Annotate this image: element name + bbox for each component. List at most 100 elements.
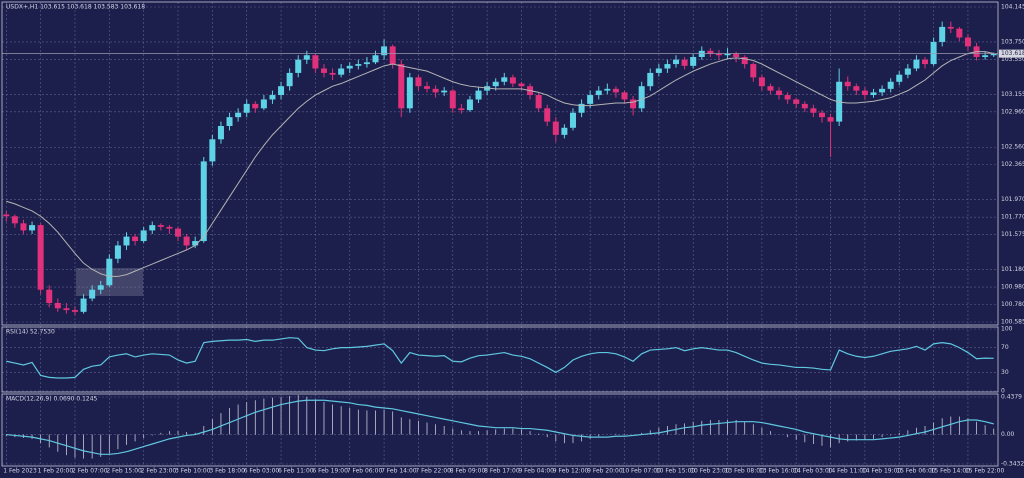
candle-body: [114, 245, 121, 259]
candle-body: [664, 64, 671, 69]
x-tick-label: 6 Feb 11:00: [278, 468, 314, 475]
y-tick-label: 101.970: [1001, 196, 1024, 203]
candle-body: [793, 99, 800, 104]
candle-body: [913, 59, 920, 69]
candle-body: [226, 117, 233, 127]
macd-panel-frame: [1, 393, 999, 467]
x-tick-label: 8 Feb 09:00: [450, 468, 486, 475]
x-tick-label: 8 Feb 17:00: [484, 468, 520, 475]
x-tick-label: 9 Feb 20:00: [587, 468, 623, 475]
candle-body: [320, 68, 327, 73]
x-tick-label: 14 Feb 03:00: [793, 468, 833, 475]
candle-body: [518, 83, 525, 87]
candle-body: [887, 81, 894, 89]
candle-body: [3, 214, 10, 217]
candle-body: [303, 55, 310, 60]
y-tick-label: 70: [1001, 344, 1009, 351]
x-tick-label: 6 Feb 03:00: [244, 468, 280, 475]
candle-body: [544, 108, 551, 122]
candle-body: [715, 53, 722, 56]
y-tick-label: 103.750: [1001, 38, 1024, 45]
y-tick-label: 103.155: [1001, 91, 1024, 98]
rsi-title: RSI(14) 52.7530: [6, 329, 55, 336]
y-tick-label: -0.3432: [1001, 461, 1024, 468]
x-tick-label: 13 Feb 08:00: [725, 468, 765, 475]
candle-body: [578, 103, 585, 113]
x-tick-label: 2 Feb 23:00: [141, 468, 177, 475]
candle-body: [363, 62, 370, 65]
candle-body: [612, 88, 619, 93]
candle-body: [475, 90, 482, 100]
candle-body: [939, 26, 946, 42]
candle-body: [655, 68, 662, 73]
candle-body: [879, 88, 886, 93]
candle-body: [123, 236, 130, 246]
candle-body: [870, 92, 877, 96]
candle-body: [604, 88, 611, 91]
candle-body: [149, 225, 156, 231]
x-tick-label: 15 Feb 22:00: [965, 468, 1005, 475]
candle-body: [312, 55, 319, 69]
candle-body: [381, 46, 388, 56]
candle-body: [956, 28, 963, 38]
y-tick-label: 100.585: [1001, 319, 1024, 326]
x-tick-label: 3 Feb 10:00: [175, 468, 211, 475]
candle-body: [767, 86, 774, 91]
candle-body: [424, 86, 431, 89]
candle-body: [415, 77, 422, 87]
y-tick-label: 30: [1001, 369, 1009, 376]
y-tick-label: 101.770: [1001, 214, 1024, 221]
candle-body: [638, 86, 645, 109]
candle-body: [853, 86, 860, 91]
marks-layer: [2, 21, 998, 459]
candle-body: [398, 64, 405, 109]
candle-body: [784, 95, 791, 100]
candle-body: [922, 59, 929, 65]
y-tick-label: 100: [1001, 326, 1013, 333]
candle-body: [509, 77, 516, 84]
y-tick-label: 101.180: [1001, 266, 1024, 273]
y-tick-label: 104.145: [1001, 4, 1024, 11]
candle-body: [741, 56, 748, 65]
candle-body: [982, 55, 989, 57]
candle-body: [355, 64, 362, 66]
x-tick-label: 7 Feb 14:00: [381, 468, 417, 475]
candle-body: [200, 161, 207, 242]
candle-body: [243, 103, 250, 113]
x-tick-label: 13 Feb 16:00: [759, 468, 799, 475]
candle-body: [192, 241, 199, 246]
candle-body: [209, 139, 216, 162]
candle-body: [750, 64, 757, 78]
x-tick-label: 2 Feb 07:00: [72, 468, 108, 475]
signal-line: [6, 399, 994, 455]
x-tick-label: 15 Feb 14:00: [931, 468, 971, 475]
macd-title: MACD(12,26,9) 0.0690 0.1245: [6, 396, 98, 403]
candle-body: [587, 95, 594, 104]
rsi-line: [6, 337, 994, 379]
candle-body: [535, 95, 542, 109]
candle-body: [896, 74, 903, 82]
candle-body: [707, 50, 714, 54]
last-price-label: 103.618: [1001, 50, 1024, 57]
candle-body: [132, 236, 139, 242]
candle-body: [20, 223, 27, 231]
candle-body: [844, 81, 851, 87]
x-tick-label: 6 Feb 19:00: [312, 468, 348, 475]
x-tick-label: 3 Feb 18:00: [209, 468, 245, 475]
candle-body: [140, 230, 147, 242]
moving-average: [6, 51, 994, 277]
candle-body: [758, 77, 765, 87]
candle-body: [801, 103, 808, 109]
y-tick-label: 102.560: [1001, 144, 1024, 151]
y-tick-label: 0.4379: [1001, 394, 1022, 401]
candle-body: [295, 59, 302, 73]
candle-body: [690, 56, 697, 66]
candle-body: [930, 41, 937, 65]
candle-body: [80, 298, 87, 312]
x-tick-label: 7 Feb 22:00: [415, 468, 451, 475]
rsi-panel-frame: [1, 326, 999, 393]
candle-body: [278, 86, 285, 96]
x-tick-label: 1 Feb 2023: [3, 468, 37, 475]
price-panel-frame: [1, 1, 999, 326]
candle-body: [175, 228, 182, 237]
